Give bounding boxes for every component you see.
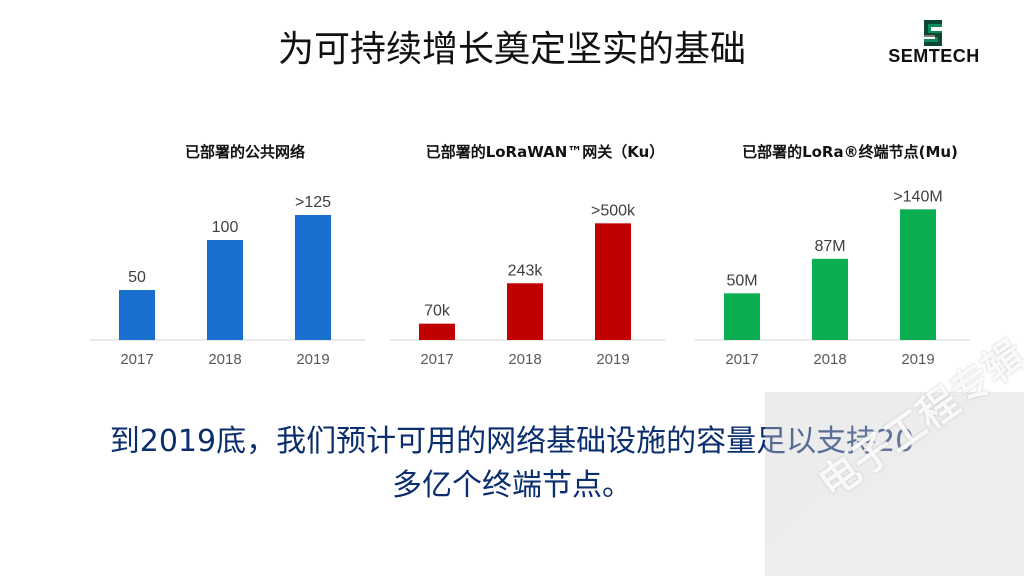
- x-tick-label-2018: 2018: [508, 351, 541, 368]
- bar-2018: [207, 240, 243, 340]
- chart-title: 已部署的LoRa®终端节点(Mu): [742, 143, 958, 161]
- x-tick-label-2017: 2017: [120, 351, 153, 368]
- data-label-2017: 50: [128, 269, 146, 286]
- bar-2018: [812, 258, 848, 340]
- plot-lorawan-gateways: 70k 2017 243k 2018 >500k 2019: [385, 135, 705, 385]
- x-tick-label-2018: 2018: [208, 351, 241, 368]
- bar-2017: [119, 290, 155, 340]
- data-label-2018: 87M: [814, 238, 845, 255]
- bar-2017: [419, 323, 455, 340]
- bar-2019: [595, 223, 631, 340]
- bar-chart-svg-1: 50 2017 100 2018 >125 2019: [90, 194, 365, 368]
- x-tick-label-2019: 2019: [596, 351, 629, 368]
- data-label-2017: 50M: [726, 272, 757, 289]
- plot-public-networks: 50 2017 100 2018 >125 2019: [85, 135, 405, 385]
- page-title: 为可持续增长奠定坚实的基础: [277, 29, 746, 70]
- data-label-2019: >125: [295, 194, 331, 211]
- x-tick-label-2019: 2019: [901, 351, 934, 368]
- data-label-2018: 243k: [508, 262, 544, 279]
- x-tick-label-2019: 2019: [296, 351, 329, 368]
- data-label-2017: 70k: [424, 303, 451, 320]
- bar-chart-svg-2: 70k 2017 243k 2018 >500k 2019: [390, 202, 665, 368]
- watermark: 电子工程专辑: [765, 333, 1024, 576]
- x-tick-label-2017: 2017: [725, 351, 758, 368]
- chart-lorawan-gateways: 70k 2017 243k 2018 >500k 2019 已部署的LoRaWAN™网关（…: [385, 135, 705, 385]
- chart-title: 已部署的公共网络: [184, 143, 305, 161]
- bar-2017: [724, 293, 760, 340]
- chart-lora-end-nodes: 50M 2017 87M 2018 >140M 2019 已部署的LoRa®终端节点(Mu…: [690, 135, 1010, 385]
- plot-lora-end-nodes: 50M 2017 87M 2018 >140M 2019: [690, 135, 1010, 385]
- bar-2019: [900, 209, 936, 340]
- data-label-2018: 100: [212, 219, 239, 236]
- bar-chart-svg-3: 50M 2017 87M 2018 >140M 2019: [695, 188, 970, 368]
- x-tick-label-2017: 2017: [420, 351, 453, 368]
- chart-title: 已部署的LoRaWAN™网关（Ku）: [425, 143, 665, 161]
- data-label-2019: >500k: [591, 202, 636, 219]
- semtech-logo: SEMTECH: [864, 18, 1004, 66]
- x-tick-label-2018: 2018: [813, 351, 846, 368]
- chart-public-networks: 50 2017 100 2018 >125 2019 已部署的公共网络: [85, 135, 405, 385]
- semtech-logo-icon: [924, 20, 942, 46]
- data-label-2019: >140M: [893, 188, 942, 205]
- bar-2019: [295, 215, 331, 340]
- summary-line-2: 多亿个终端节点。: [392, 468, 632, 503]
- semtech-logo-text: SEMTECH: [888, 46, 980, 66]
- bar-2018: [507, 283, 543, 340]
